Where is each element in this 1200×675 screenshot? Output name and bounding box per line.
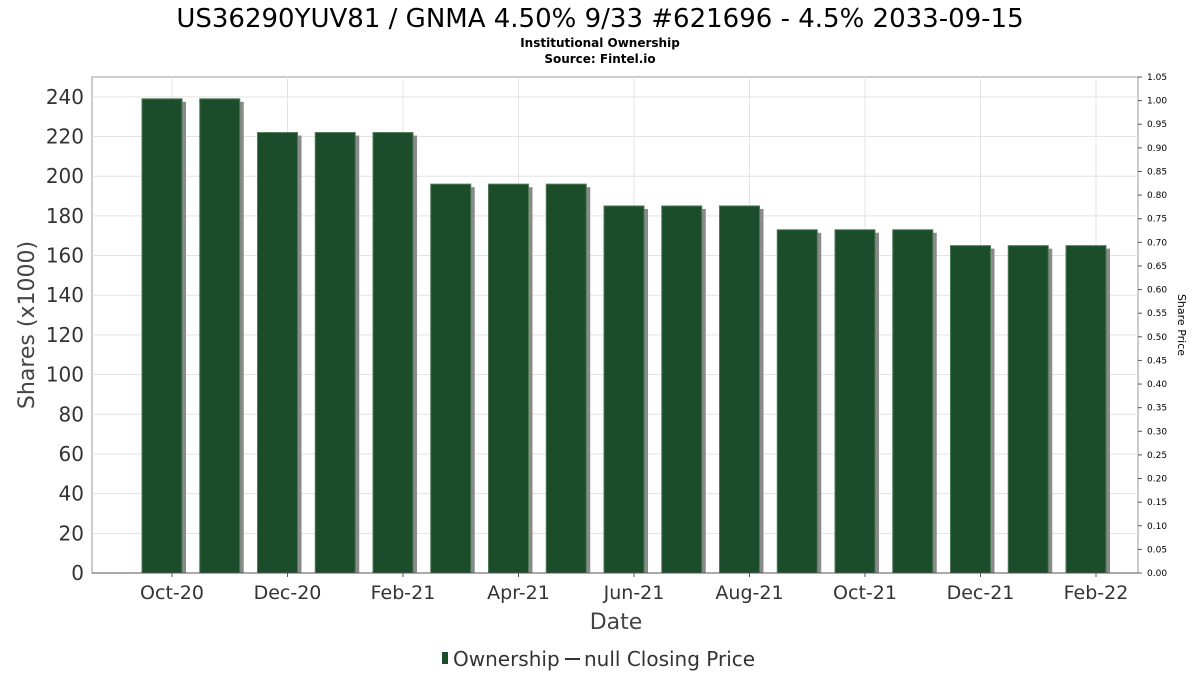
bar	[603, 205, 645, 574]
y2-tick-label: 0.80	[1147, 191, 1167, 201]
x-tick-label: Apr-21	[487, 582, 550, 604]
y2-tick-label: 0.70	[1147, 238, 1167, 248]
y2-tick-label: 0.85	[1147, 167, 1167, 177]
bar	[834, 229, 876, 574]
bar	[776, 229, 818, 574]
y-tick-label: 140	[46, 283, 84, 307]
y2-axis-ticks: 0.00 0.05 0.10 0.15 0.20 0.25 0.30 0.35 0.40 0.45…	[1138, 73, 1167, 579]
y2-tick-label: 0.05	[1147, 545, 1167, 555]
y2-tick-label: 0.75	[1147, 215, 1167, 225]
bar	[199, 98, 241, 574]
y2-tick-label: 0.30	[1147, 427, 1167, 437]
bar	[488, 183, 529, 574]
y2-tick-label: 0.25	[1147, 451, 1167, 461]
y2-tick-label: 0.50	[1147, 333, 1167, 343]
bar	[257, 132, 298, 574]
x-tick-label: Feb-21	[371, 582, 436, 604]
x-axis-ticks: Oct-20 Dec-20 Feb-21 Apr-21 Jun-21 Aug-21 Oct-…	[140, 573, 1128, 604]
y2-tick-label: 1.00	[1147, 97, 1167, 107]
y2-tick-label: 0.55	[1147, 309, 1167, 319]
x-tick-label: Jun-21	[603, 582, 665, 604]
legend-ownership-label: Ownership	[453, 647, 560, 671]
y2-tick-label: 1.05	[1147, 73, 1167, 83]
chart-source: Source: Fintel.io	[544, 52, 655, 66]
x-tick-label: Aug-21	[715, 582, 783, 604]
bar	[545, 183, 587, 574]
bar	[430, 183, 472, 574]
y-tick-label: 80	[59, 402, 84, 426]
bar	[372, 132, 414, 574]
y-tick-label: 200	[46, 164, 84, 188]
y2-tick-label: 0.45	[1147, 356, 1167, 366]
y-tick-label: 220	[46, 125, 84, 149]
y-tick-label: 160	[46, 244, 84, 268]
bar	[1007, 245, 1049, 574]
y2-tick-label: 0.10	[1147, 522, 1167, 532]
legend-ownership-swatch	[442, 652, 448, 664]
y2-axis-label: Share Price	[1175, 294, 1188, 356]
bar	[661, 205, 703, 574]
y2-tick-label: 0.95	[1147, 120, 1167, 130]
x-tick-label: Dec-20	[254, 582, 322, 604]
y2-tick-label: 0.40	[1147, 380, 1167, 390]
y-axis-ticks: 0 20 40 60 80 100 120 140 160 180 200 220 240	[46, 85, 84, 585]
y2-tick-label: 0.60	[1147, 286, 1167, 296]
bars	[141, 98, 1110, 574]
x-tick-label: Oct-20	[140, 582, 204, 604]
y2-tick-label: 0.20	[1147, 475, 1167, 485]
y2-tick-label: 0.35	[1147, 404, 1167, 414]
y-axis-label: Shares (x1000)	[15, 241, 40, 409]
chart-title: US36290YUV81 / GNMA 4.50% 9/33 #621696 -…	[176, 4, 1023, 34]
y-tick-label: 120	[46, 323, 84, 347]
y-tick-label: 240	[46, 85, 84, 109]
y2-tick-label: 0.15	[1147, 498, 1167, 508]
y2-tick-label: 0.00	[1147, 569, 1167, 579]
x-tick-label: Feb-22	[1064, 582, 1129, 604]
bar	[141, 98, 183, 574]
y-tick-label: 0	[71, 561, 84, 585]
legend: Ownership null Closing Price	[442, 647, 755, 671]
legend-price-label: null Closing Price	[584, 647, 755, 671]
y-tick-label: 40	[59, 482, 84, 506]
x-tick-label: Oct-21	[833, 582, 897, 604]
y-tick-label: 180	[46, 204, 84, 228]
chart-subtitle: Institutional Ownership	[520, 36, 680, 50]
y-tick-label: 100	[46, 363, 84, 387]
bar	[950, 245, 991, 574]
x-axis-label: Date	[590, 610, 643, 635]
bar	[719, 205, 760, 574]
y2-tick-label: 0.65	[1147, 262, 1167, 272]
bar	[892, 229, 934, 574]
y2-tick-label: 0.90	[1147, 144, 1167, 154]
bar	[1065, 245, 1107, 574]
y-tick-label: 20	[59, 521, 84, 545]
x-tick-label: Dec-21	[947, 582, 1015, 604]
y-tick-label: 60	[59, 442, 84, 466]
bar	[314, 132, 356, 574]
